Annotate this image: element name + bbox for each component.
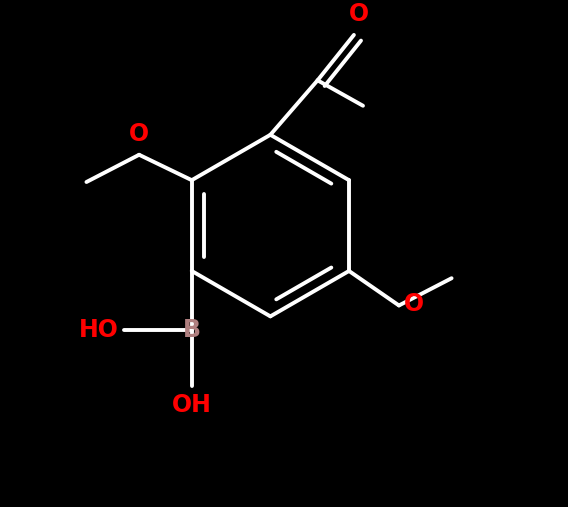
Text: O: O <box>403 292 424 316</box>
Text: OH: OH <box>172 392 212 417</box>
Text: B: B <box>183 318 201 342</box>
Text: O: O <box>348 2 369 26</box>
Text: O: O <box>129 122 149 146</box>
Text: HO: HO <box>80 318 119 342</box>
